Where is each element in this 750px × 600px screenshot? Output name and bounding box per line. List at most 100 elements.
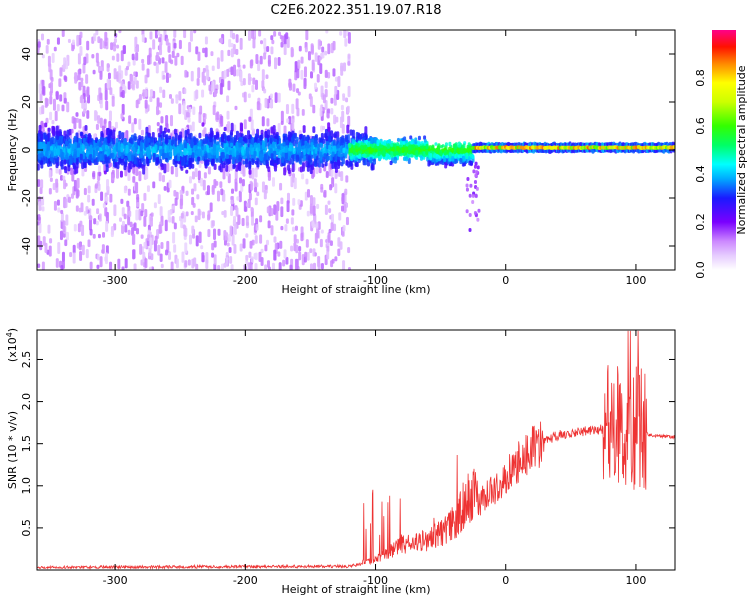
heatmap-cell <box>288 150 292 157</box>
heatmap-cell <box>148 266 152 270</box>
heatmap-cell <box>76 177 80 189</box>
heatmap-cell <box>334 256 338 262</box>
spectrogram-x-label: Height of straight line (km) <box>281 283 430 296</box>
heatmap-cell <box>195 150 199 155</box>
heatmap-cell <box>146 185 150 193</box>
heatmap-cell <box>168 93 172 99</box>
heatmap-cell <box>264 97 268 109</box>
heatmap-cell <box>280 206 284 218</box>
heatmap-cell <box>191 171 195 180</box>
heatmap-cell <box>285 32 289 40</box>
spectrogram-y-tick-label: -20 <box>20 189 33 207</box>
heatmap-cell <box>345 144 349 149</box>
heatmap-cell <box>287 131 291 141</box>
heatmap-cell <box>104 89 108 101</box>
heatmap-cell <box>171 205 175 210</box>
heatmap-cell <box>184 142 188 149</box>
heatmap-cell <box>72 143 76 149</box>
heatmap-cell <box>63 57 67 70</box>
heatmap-cell <box>319 63 323 75</box>
heatmap-cell <box>176 52 180 58</box>
heatmap-cell <box>73 117 77 130</box>
heatmap-cell <box>213 163 217 171</box>
heatmap-cell <box>311 220 315 227</box>
heatmap-cell <box>230 196 234 201</box>
heatmap-cell <box>215 158 219 163</box>
heatmap-cell <box>119 170 123 178</box>
heatmap-cell <box>310 43 314 54</box>
heatmap-cell <box>211 184 215 195</box>
heatmap-cell <box>226 68 230 78</box>
heatmap-cell <box>169 148 173 157</box>
heatmap-cell <box>331 258 335 264</box>
heatmap-cell <box>456 148 460 153</box>
heatmap-cell <box>39 131 43 141</box>
heatmap-cell <box>138 118 142 130</box>
heatmap-cell <box>125 65 129 71</box>
heatmap-cell <box>465 152 469 160</box>
heatmap-cell <box>468 213 472 218</box>
heatmap-cell <box>179 143 183 151</box>
snr-ticks: -300 -200 -100 0 100 0.5 1.0 1.5 2.0 2.5 <box>20 330 675 587</box>
heatmap-cell <box>64 198 68 208</box>
heatmap-cell <box>37 41 41 48</box>
heatmap-cell <box>125 144 129 154</box>
heatmap-cell <box>197 67 201 79</box>
heatmap-cell <box>295 136 299 142</box>
heatmap-cell <box>256 101 260 111</box>
heatmap-cell <box>107 134 111 144</box>
heatmap-cell <box>74 72 78 84</box>
heatmap-cell <box>148 247 152 257</box>
heatmap-cell <box>217 228 221 236</box>
heatmap-cell <box>143 241 147 249</box>
heatmap-cell <box>295 258 299 268</box>
heatmap-cell <box>333 161 337 170</box>
heatmap-cell <box>364 126 368 135</box>
heatmap-cell <box>82 137 86 145</box>
snr-x-tick-label: 0 <box>502 574 509 587</box>
heatmap-cell <box>475 170 479 175</box>
spectrogram-x-tick-label: 100 <box>625 274 646 287</box>
heatmap-cell <box>425 143 429 150</box>
heatmap-cell <box>310 71 314 79</box>
heatmap-cell <box>341 196 345 203</box>
heatmap-cell <box>95 30 99 36</box>
heatmap-cell <box>277 123 281 135</box>
heatmap-cell <box>173 244 177 253</box>
heatmap-cell <box>345 216 349 226</box>
heatmap-cell <box>135 166 139 177</box>
heatmap-cell <box>223 209 227 218</box>
heatmap-cell <box>251 84 255 93</box>
heatmap-cell <box>95 148 99 157</box>
heatmap-cell <box>48 188 52 195</box>
heatmap-cell <box>121 224 125 235</box>
heatmap-cell <box>302 148 306 156</box>
heatmap-cell <box>133 263 137 270</box>
heatmap-cell <box>108 141 112 149</box>
heatmap-cell <box>53 46 57 52</box>
heatmap-cell <box>262 141 266 150</box>
heatmap-cell <box>129 160 133 170</box>
heatmap-cell <box>243 200 247 212</box>
heatmap-cell <box>290 46 294 58</box>
heatmap-cell <box>173 222 177 230</box>
heatmap-cell <box>41 54 45 59</box>
heatmap-cell <box>231 155 235 165</box>
heatmap-cell <box>45 44 49 54</box>
heatmap-cell <box>342 62 346 72</box>
heatmap-cell <box>256 191 260 197</box>
heatmap-cell <box>277 251 281 257</box>
heatmap-cell <box>174 197 178 206</box>
heatmap-cell <box>204 136 208 145</box>
heatmap-cell <box>339 241 343 250</box>
heatmap-cell <box>85 248 89 259</box>
heatmap-cell <box>67 38 71 43</box>
heatmap-cell <box>309 203 313 214</box>
heatmap-cell <box>132 249 136 260</box>
heatmap-cell <box>229 150 233 155</box>
heatmap-cell <box>147 224 151 232</box>
heatmap-cell <box>307 188 311 198</box>
heatmap-cell <box>153 202 157 209</box>
heatmap-cell <box>40 147 44 158</box>
heatmap-cell <box>174 156 178 161</box>
